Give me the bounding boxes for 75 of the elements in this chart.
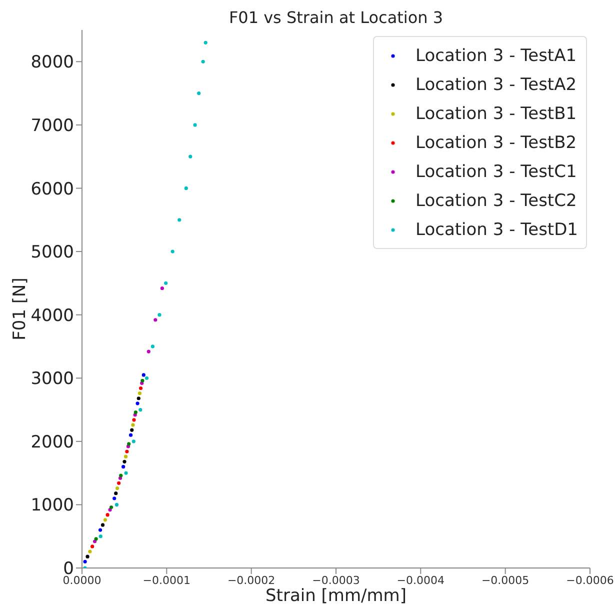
point	[100, 523, 105, 527]
point	[98, 528, 102, 532]
legend-label: Location 3 - TestB1	[416, 104, 577, 124]
point	[138, 392, 142, 396]
point	[125, 450, 129, 454]
point	[90, 544, 94, 548]
y-tick-label: 5000	[30, 242, 74, 263]
point	[160, 286, 164, 290]
point	[103, 518, 107, 522]
point	[201, 60, 205, 64]
legend-label: Location 3 - TestC1	[416, 162, 577, 182]
point	[114, 492, 118, 496]
point	[138, 408, 142, 412]
chart-title: F01 vs Strain at Location 3	[228, 8, 444, 27]
y-tick-label: 3000	[30, 369, 74, 390]
point	[112, 496, 116, 500]
point	[136, 396, 140, 400]
point	[193, 123, 197, 127]
point	[132, 440, 136, 444]
legend-label: Location 3 - TestA1	[416, 46, 577, 66]
point	[144, 376, 149, 380]
point	[119, 474, 123, 478]
point	[114, 502, 119, 507]
point	[116, 486, 120, 490]
point	[164, 281, 168, 285]
point	[88, 550, 92, 554]
x-tick-label: −0.0003	[312, 574, 360, 587]
point	[188, 154, 192, 158]
point	[117, 481, 121, 485]
y-tick-label: 2000	[30, 432, 74, 452]
point	[140, 378, 144, 382]
y-tick-label: 8000	[30, 52, 74, 73]
point	[142, 373, 146, 377]
point	[170, 250, 174, 254]
legend-label: Location 3 - TestB2	[416, 132, 577, 152]
point	[158, 313, 162, 317]
point	[154, 318, 158, 322]
point	[132, 418, 136, 422]
x-tick-label: −0.0006	[566, 574, 614, 587]
point	[134, 410, 138, 414]
y-tick-label: 1000	[30, 496, 74, 516]
legend-label: Location 3 - TestA2	[416, 74, 577, 94]
point	[178, 218, 182, 222]
y-tick-label: 7000	[30, 116, 74, 136]
point	[86, 554, 90, 558]
point	[122, 460, 126, 464]
point	[94, 537, 98, 541]
x-tick-label: −0.0005	[481, 574, 530, 587]
point	[204, 40, 208, 44]
point	[124, 471, 128, 475]
point	[83, 560, 87, 564]
point	[122, 464, 126, 469]
point	[106, 513, 110, 517]
y-tick-label: 4000	[30, 306, 74, 326]
point	[138, 386, 143, 390]
point	[109, 505, 114, 510]
x-axis-title: Strain [mm/mm]	[264, 586, 408, 606]
point	[184, 186, 188, 190]
point	[146, 350, 150, 354]
point	[124, 454, 128, 458]
point	[150, 344, 154, 348]
x-tick-label: −0.0001	[142, 574, 191, 587]
point	[131, 423, 135, 427]
legend-label: Location 3 - TestC2	[416, 190, 577, 210]
point	[128, 433, 133, 437]
point	[130, 428, 134, 432]
point	[197, 91, 201, 96]
y-axis-title: F01 [N]	[10, 276, 30, 342]
x-tick-label: −0.0002	[227, 574, 276, 587]
legend-label: Location 3 - TestD1	[416, 220, 578, 240]
y-tick-label: 6000	[30, 179, 74, 200]
point	[98, 534, 102, 538]
x-tick-label: −0.0004	[396, 574, 445, 587]
point	[136, 402, 140, 406]
point	[127, 442, 131, 446]
